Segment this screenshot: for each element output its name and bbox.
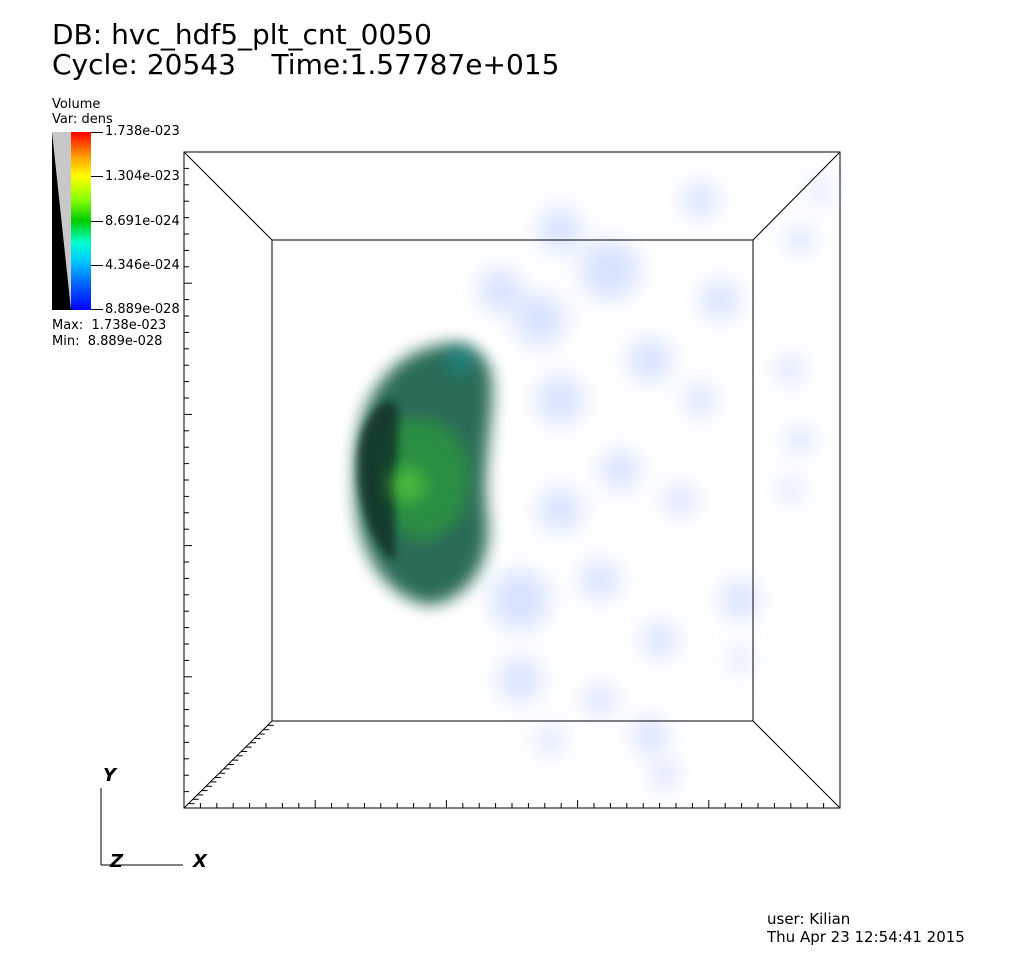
legend-tick-label: 4.346e-024 — [105, 258, 180, 273]
legend-tick-mark — [91, 265, 103, 266]
legend-min: Min: 8.889e-028 — [52, 334, 163, 349]
y-axis-label: Y — [103, 765, 117, 786]
z-axis-label: Z — [110, 851, 124, 872]
opacity-ramp — [52, 132, 71, 310]
legend-max: Max: 1.738e-023 — [52, 318, 167, 333]
user-label: user: Kilian — [767, 910, 851, 928]
legend-tick-mark — [91, 132, 103, 133]
axis-triad — [100, 788, 183, 866]
color-ramp — [71, 132, 91, 310]
date-label: Thu Apr 23 12:54:41 2015 — [767, 928, 965, 946]
cloud-core — [355, 344, 493, 605]
cycle-value: Cycle: 20543 — [52, 48, 236, 81]
legend-tick-label: 1.738e-023 — [105, 124, 180, 139]
cycle-time-line: Cycle: 20543 Time:1.57787e+015 — [52, 50, 559, 80]
x-axis-label: X — [193, 851, 207, 872]
legend-variable: Var: dens — [52, 112, 113, 127]
database-title: DB: hvc_hdf5_plt_cnt_0050 — [52, 18, 432, 51]
legend-tick-mark — [91, 309, 103, 310]
legend-tick-mark — [91, 176, 103, 177]
legend-tick-mark — [91, 221, 103, 222]
diffuse-gas — [478, 178, 832, 789]
axis-ticks — [183, 151, 841, 809]
legend-title: Volume — [52, 97, 101, 112]
time-value: Time:1.57787e+015 — [271, 48, 560, 81]
legend-tick-label: 8.889e-028 — [105, 302, 180, 317]
bounding-box — [183, 151, 841, 809]
legend-tick-label: 8.691e-024 — [105, 214, 180, 229]
legend-tick-label: 1.304e-023 — [105, 169, 180, 184]
